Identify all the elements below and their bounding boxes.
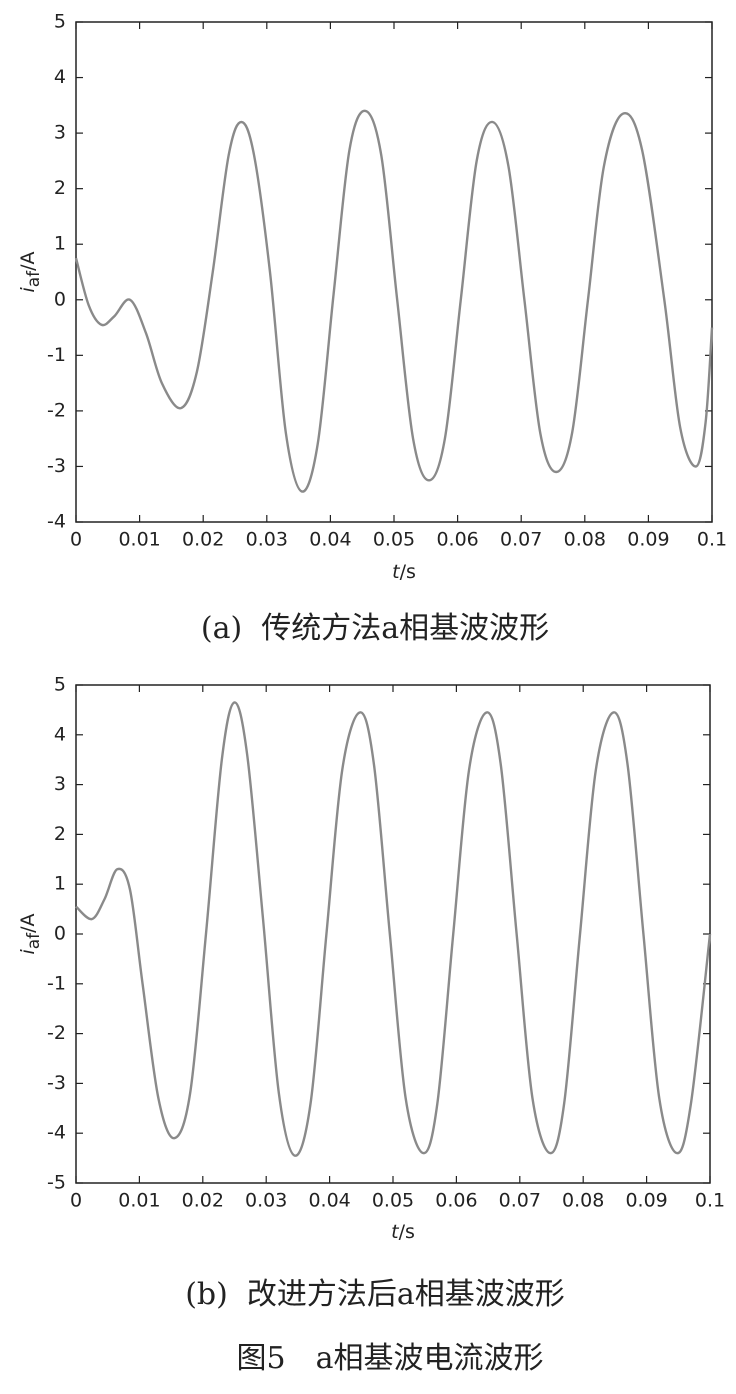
y-tick-label: 0 xyxy=(54,288,66,310)
y-tick-label: 0 xyxy=(54,923,66,945)
y-axis-label: iaf/A xyxy=(17,251,45,292)
y-label-sub: af xyxy=(24,932,44,949)
chart-caption: (a) 传统方法a相基波波形 xyxy=(201,611,549,646)
y-label-sub: af xyxy=(24,270,44,287)
x-tick-label: 0.02 xyxy=(182,529,224,551)
y-tick-label: 2 xyxy=(54,177,66,199)
x-axis-label: t/s xyxy=(392,561,416,583)
x-tick-label: 0.05 xyxy=(373,529,415,551)
x-axis-label: t/s xyxy=(391,1221,415,1243)
y-tick-label: 1 xyxy=(54,873,66,895)
waveform-line xyxy=(75,701,712,1157)
y-tick-label: 4 xyxy=(54,723,66,745)
y-tick-label: 3 xyxy=(54,122,66,144)
x-tick-label: 0.08 xyxy=(562,1190,604,1212)
y-tick-label: -2 xyxy=(47,1022,66,1044)
y-tick-label: 3 xyxy=(54,773,66,795)
x-tick-label: 0.04 xyxy=(309,529,351,551)
x-tick-label: 0.03 xyxy=(246,529,288,551)
x-tick-label: 0.09 xyxy=(625,1190,667,1212)
y-tick-label: -4 xyxy=(47,1122,66,1144)
y-tick-label: -4 xyxy=(47,511,66,533)
chart-caption: (b) 改进方法后a相基波波形 xyxy=(185,1277,565,1312)
x-tick-label: 0.04 xyxy=(308,1190,350,1212)
y-label-unit: /A xyxy=(17,251,39,270)
x-label-var: t xyxy=(391,1221,400,1243)
y-axis-label: iaf/A xyxy=(17,913,45,954)
y-tick-label: -3 xyxy=(47,1072,66,1094)
x-tick-label: 0.06 xyxy=(435,1190,477,1212)
x-tick-label: 0.05 xyxy=(372,1190,414,1212)
x-tick-label: 0.03 xyxy=(245,1190,287,1212)
x-tick-label: 0.09 xyxy=(627,529,669,551)
x-tick-label: 0.07 xyxy=(500,529,542,551)
y-label-var: i xyxy=(17,287,39,293)
plot-frame xyxy=(75,21,713,523)
x-tick-label: 0.07 xyxy=(499,1190,541,1212)
x-tick-label: 0 xyxy=(70,529,82,551)
figure-caption: 图5 a相基波电流波形 xyxy=(237,1341,544,1376)
x-tick-label: 0.08 xyxy=(564,529,606,551)
y-tick-label: 4 xyxy=(54,66,66,88)
x-tick-label: 0.1 xyxy=(697,529,727,551)
y-label-var: i xyxy=(17,949,39,955)
x-tick-label: 0.1 xyxy=(695,1190,725,1212)
y-tick-label: -3 xyxy=(47,455,66,477)
x-label-var: t xyxy=(392,561,401,583)
y-tick-label: 5 xyxy=(54,674,66,696)
x-label-unit: /s xyxy=(400,561,416,583)
x-tick-label: 0 xyxy=(70,1190,82,1212)
y-tick-label: 2 xyxy=(54,823,66,845)
y-tick-label: -1 xyxy=(47,344,66,366)
x-tick-label: 0.02 xyxy=(182,1190,224,1212)
waveform-line xyxy=(74,109,714,493)
y-tick-label: 5 xyxy=(54,11,66,33)
y-label-unit: /A xyxy=(17,913,39,932)
y-tick-label: 1 xyxy=(54,233,66,255)
x-tick-label: 0.01 xyxy=(118,1190,160,1212)
x-tick-label: 0.01 xyxy=(118,529,160,551)
y-tick-label: -1 xyxy=(47,972,66,994)
y-tick-label: -5 xyxy=(47,1172,66,1194)
x-tick-label: 0.06 xyxy=(436,529,478,551)
plot-frame xyxy=(75,684,711,1184)
y-tick-label: -2 xyxy=(47,399,66,421)
x-label-unit: /s xyxy=(399,1221,415,1243)
